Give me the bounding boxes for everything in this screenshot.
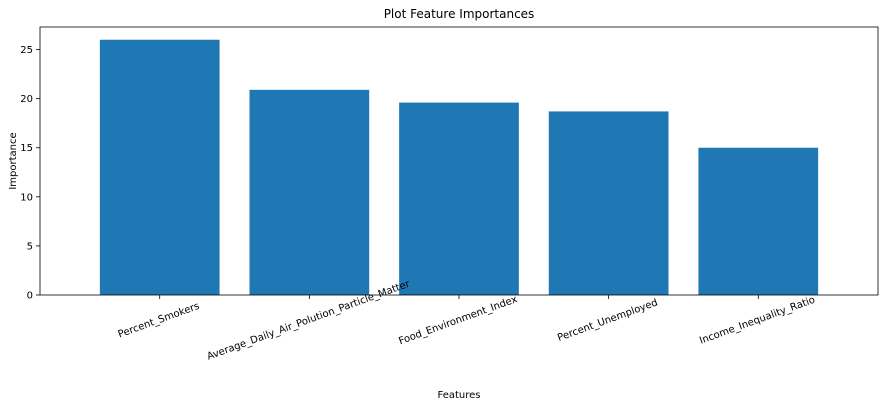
y-tick-label-0: 0 [27,291,33,302]
x-tick-label-2: Food_Environment_Index [397,294,519,347]
bar-4 [698,147,819,295]
bar-2 [399,102,519,295]
bar-1 [249,89,370,295]
x-tick-label-4: Income_Inequality_Ratio [698,295,817,347]
plot-frame [39,26,879,296]
bars-group [99,39,819,296]
chart-title: Plot Feature Importances [384,7,535,21]
y-tick-label-5: 25 [20,45,33,56]
y-axis-label: Importance [8,132,19,189]
y-tick-label-4: 20 [20,94,33,105]
bar-0 [99,39,220,296]
x-tick-label-0: Percent_Smokers [117,301,201,341]
x-axis-label: Features [438,390,481,401]
y-tick-label-3: 15 [20,143,33,154]
y-tick-label-2: 10 [20,192,33,203]
bar-3 [548,111,669,295]
y-tick-label-1: 5 [27,241,33,252]
x-tick-label-3: Percent_Unemployed [556,297,659,344]
y-axis: 0 5 10 15 20 25 [20,45,40,302]
